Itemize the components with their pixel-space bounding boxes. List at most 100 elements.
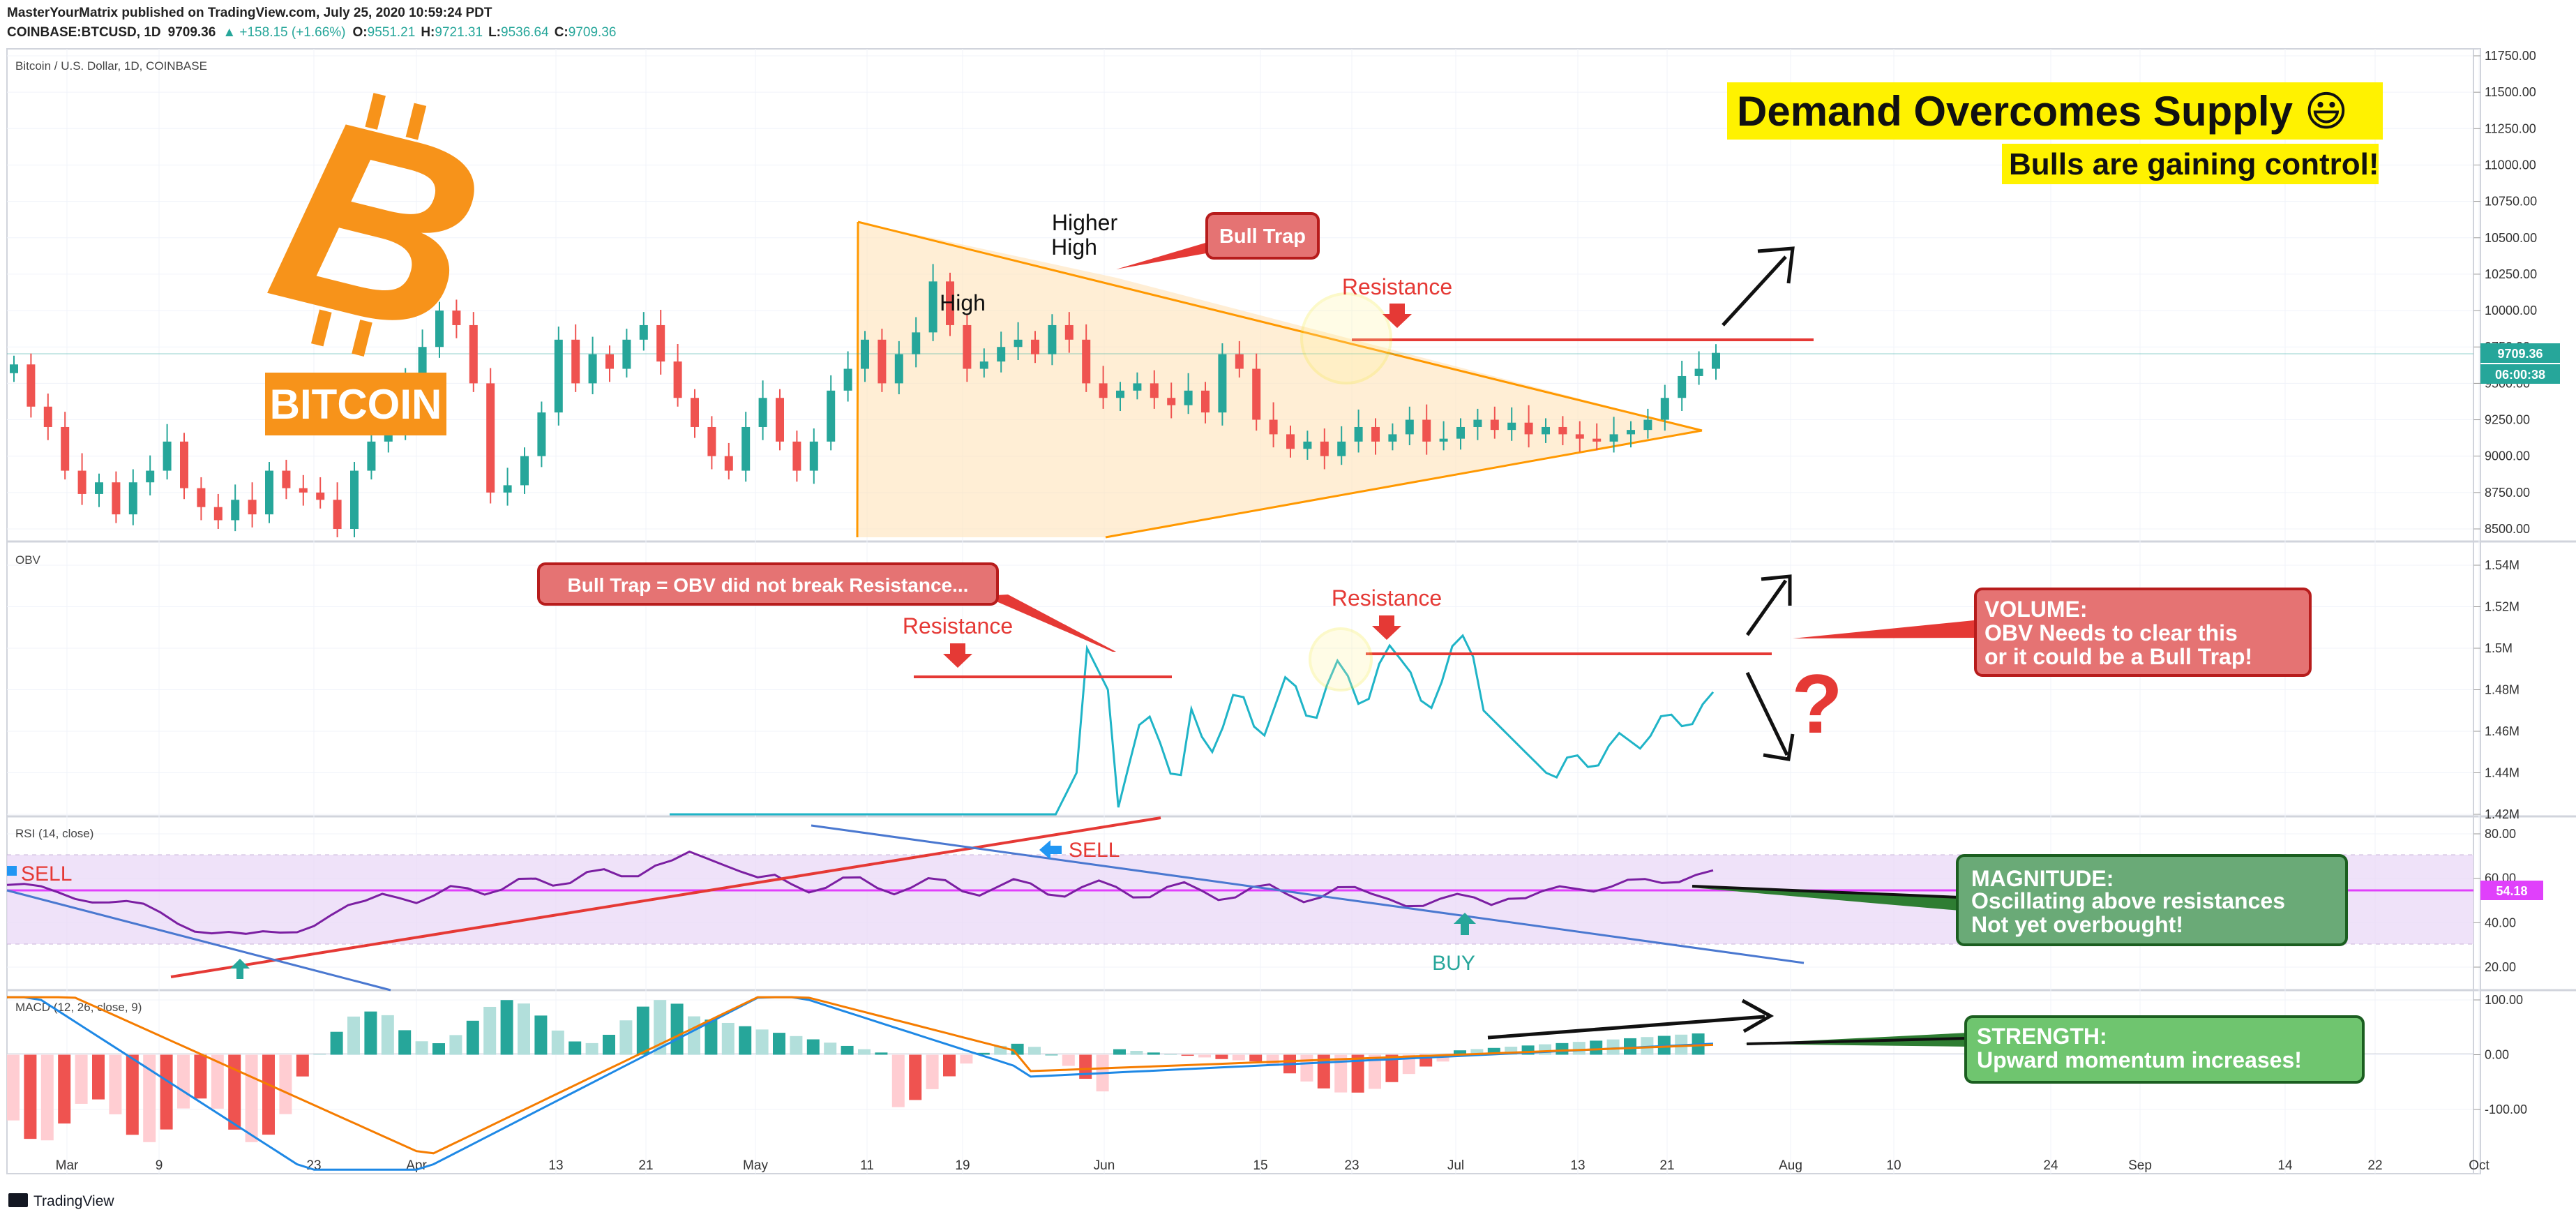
candle-body	[350, 470, 359, 529]
macd-histogram-bar	[296, 1054, 309, 1077]
candle-body	[554, 339, 563, 413]
candle-body	[1235, 354, 1244, 369]
strength-line	[1746, 1037, 1966, 1045]
macd-histogram-bar	[960, 1054, 973, 1064]
demand-title: Demand Overcomes Supply 😃	[1737, 88, 2348, 135]
macd-histogram-bar	[432, 1043, 445, 1055]
candle-body	[231, 500, 240, 521]
candle-body	[1014, 339, 1023, 347]
candle-body	[1184, 390, 1193, 405]
footer-brand: TradingView	[33, 1193, 114, 1209]
candle-body	[61, 426, 70, 471]
candle-body	[10, 364, 18, 373]
macd-histogram-bar	[1505, 1047, 1518, 1055]
candle-body	[537, 412, 546, 456]
macd-histogram-bar	[58, 1054, 71, 1124]
obv-trap-pointer	[984, 595, 1116, 652]
obv-pane-label: OBV	[15, 553, 41, 567]
x-tick-label: 14	[2277, 1158, 2293, 1173]
strength-line-2: Upward momentum increases!	[1977, 1047, 2302, 1072]
macd-histogram-bar	[1130, 1051, 1143, 1055]
macd-histogram-bar	[262, 1054, 275, 1135]
price-y-tick-label: 10500.00	[2485, 231, 2537, 245]
candle-body	[1269, 419, 1278, 435]
header-line2: COINBASE:BTCUSD, 1D 9709.36 ▲ +158.15 (+1.…	[7, 25, 616, 40]
macd-histogram-bar	[1539, 1044, 1551, 1055]
strength-line-1: STRENGTH:	[1977, 1024, 2107, 1049]
price-y-tick-label: 11250.00	[2485, 121, 2536, 135]
macd-histogram-bar	[790, 1036, 803, 1055]
macd-histogram-bar	[1198, 1054, 1211, 1058]
header-change: ▲ +158.15 (+1.66%)	[223, 25, 345, 40]
volume-box	[1974, 588, 2312, 677]
volume-line-1: VOLUME:	[1984, 597, 2088, 622]
candle-body	[776, 398, 784, 442]
macd-histogram-bar	[1249, 1054, 1263, 1061]
magnitude-pointer	[1692, 888, 1960, 911]
candle-body	[1167, 398, 1176, 405]
candle-body	[1575, 434, 1584, 439]
tradingview-logo-icon	[8, 1193, 28, 1207]
x-tick-label: Mar	[56, 1158, 79, 1173]
macd-histogram-bar	[160, 1054, 173, 1130]
candle-body	[707, 426, 716, 456]
macd-histogram-bar	[1572, 1042, 1585, 1055]
candle-body	[588, 354, 597, 384]
triangle-left-line	[856, 221, 859, 538]
candle-body	[1678, 375, 1687, 398]
sell-left-marker	[7, 866, 17, 876]
candle-body	[520, 456, 529, 486]
x-tick-label: May	[743, 1158, 768, 1173]
candle-body	[146, 470, 155, 483]
rsi-buy-arrow-left	[230, 959, 250, 979]
candle-body	[333, 500, 342, 529]
last-price-value: 9709.36	[2497, 347, 2543, 361]
high-label: High	[940, 290, 986, 315]
bitcoin-word: BITCOIN	[270, 381, 442, 428]
candle-body	[163, 441, 172, 471]
macd-histogram-bar	[347, 1016, 360, 1055]
question-mark: ?	[1791, 657, 1842, 751]
candle-body	[894, 354, 903, 384]
bulls-text: Bulls are gaining control!	[2009, 147, 2379, 181]
sell-mid-label: SELL	[1069, 839, 1120, 862]
macd-histogram-bar	[1470, 1049, 1484, 1055]
macd-histogram-bar	[398, 1030, 412, 1055]
rsi-line	[6, 850, 1714, 935]
macd-histogram-bar	[1232, 1054, 1245, 1061]
price-y-tick-label: 10250.00	[2485, 267, 2537, 281]
candle-body	[1218, 354, 1227, 413]
x-tick-label: 9	[156, 1158, 163, 1173]
candle-body	[1558, 426, 1567, 435]
macd-histogram-bar	[177, 1054, 190, 1109]
macd-histogram-bar	[841, 1045, 854, 1055]
macd-histogram-bar	[126, 1054, 139, 1135]
candle-body	[282, 470, 291, 488]
magnitude-line-2: Oscillating above resistances	[1971, 888, 2285, 913]
candle-body	[1507, 422, 1516, 431]
x-tick-label: 24	[2043, 1158, 2058, 1173]
obv-up-arrow	[1745, 579, 1788, 636]
macd-histogram-bar	[518, 1003, 530, 1055]
macd-histogram-bar	[585, 1042, 598, 1055]
volume-line-2: OBV Needs to clear this	[1984, 620, 2238, 645]
macd-histogram-bar	[1556, 1042, 1569, 1055]
demand-box	[1727, 82, 2383, 140]
candle-body	[1133, 383, 1142, 391]
header-line1: MasterYourMatrix published on TradingVie…	[7, 6, 492, 20]
header-h: 9721.31	[435, 25, 483, 40]
candle-body	[1643, 419, 1652, 431]
rsi-last-value: 54.18	[2496, 884, 2527, 898]
candle-body	[1303, 441, 1312, 449]
candle-body	[1405, 419, 1414, 435]
macd-histogram-bar	[228, 1054, 241, 1130]
candle-body	[1354, 426, 1363, 442]
macd-histogram-bar	[330, 1031, 343, 1055]
rsi-pane-label: RSI (14, close)	[15, 827, 93, 840]
x-tick-label: 21	[638, 1158, 653, 1173]
x-tick-label: 23	[306, 1158, 321, 1173]
candle-body	[503, 485, 512, 493]
macd-histogram-bar	[1062, 1054, 1075, 1066]
